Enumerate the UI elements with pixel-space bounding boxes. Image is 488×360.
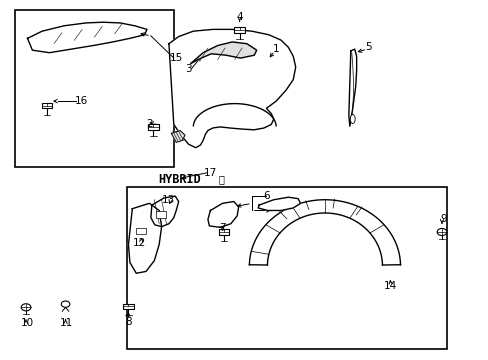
Polygon shape — [168, 30, 295, 148]
Polygon shape — [190, 42, 256, 63]
Bar — [234, 27, 244, 33]
Bar — [218, 229, 229, 234]
Text: ⓘ: ⓘ — [218, 174, 224, 184]
Text: 16: 16 — [74, 96, 87, 106]
Circle shape — [61, 301, 70, 307]
Text: 2: 2 — [146, 120, 152, 129]
Text: 11: 11 — [60, 319, 73, 328]
Text: 10: 10 — [21, 319, 34, 328]
Text: 14: 14 — [384, 281, 397, 291]
Circle shape — [436, 229, 446, 235]
Bar — [156, 211, 166, 218]
Circle shape — [21, 304, 31, 311]
Text: 7: 7 — [219, 224, 225, 233]
Text: 15: 15 — [169, 53, 183, 63]
Bar — [148, 124, 158, 130]
Text: 4: 4 — [236, 12, 243, 22]
Text: 3: 3 — [185, 64, 191, 74]
Polygon shape — [151, 196, 178, 226]
Polygon shape — [348, 49, 356, 126]
Bar — [15, 10, 173, 167]
Text: 6: 6 — [263, 191, 269, 201]
Bar — [136, 228, 146, 234]
Polygon shape — [171, 131, 184, 142]
Polygon shape — [258, 197, 300, 211]
Text: 1: 1 — [272, 44, 279, 54]
Polygon shape — [27, 22, 147, 53]
Text: 17: 17 — [203, 168, 217, 178]
Polygon shape — [128, 203, 161, 273]
Bar — [123, 303, 134, 309]
Text: 13: 13 — [162, 195, 175, 205]
Polygon shape — [207, 202, 238, 227]
Text: 12: 12 — [133, 238, 146, 248]
Text: 9: 9 — [439, 215, 446, 224]
Text: HYBRID: HYBRID — [158, 173, 201, 186]
Bar — [127, 187, 446, 348]
Ellipse shape — [349, 114, 354, 123]
Text: 5: 5 — [365, 42, 371, 52]
Polygon shape — [249, 200, 400, 265]
Text: 8: 8 — [125, 317, 131, 327]
Bar — [41, 103, 52, 108]
